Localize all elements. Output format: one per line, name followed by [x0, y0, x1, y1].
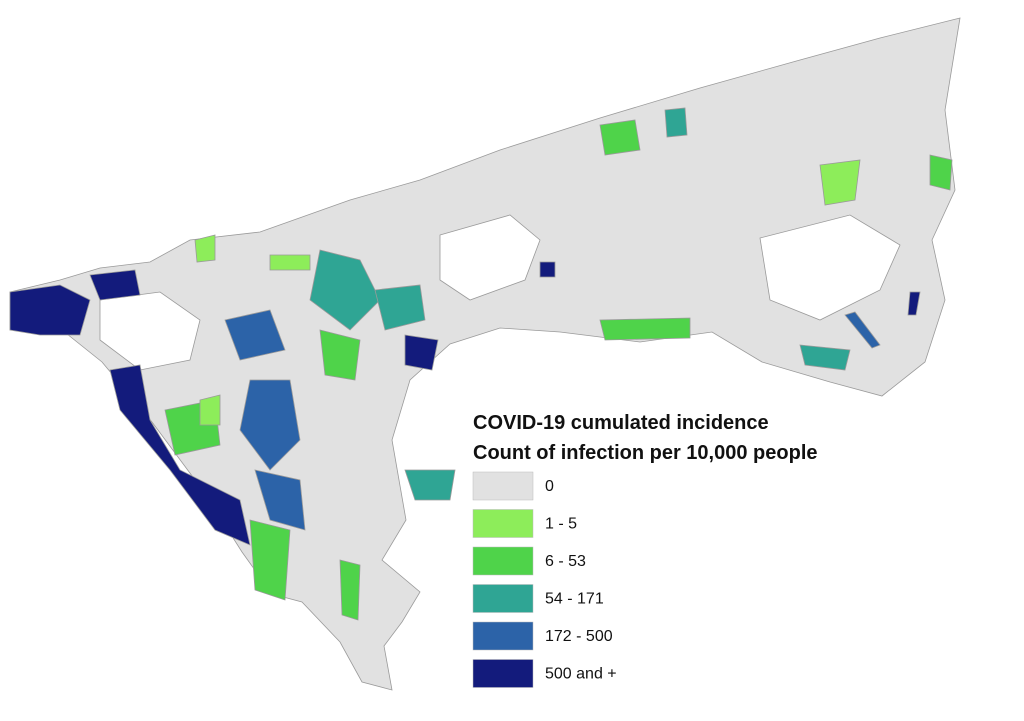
legend-label: 6 - 53	[545, 553, 586, 570]
legend-swatch	[472, 471, 534, 501]
lake	[99, 291, 201, 371]
legend-label: 54 - 171	[545, 591, 604, 608]
legend-label: 172 - 500	[545, 628, 613, 645]
legend-title: COVID-19 cumulated incidence	[473, 412, 769, 434]
lake	[759, 214, 901, 321]
map	[9, 17, 961, 691]
lake	[439, 214, 541, 301]
legend-label: 500 and +	[545, 666, 617, 683]
legend-swatch	[472, 621, 534, 651]
legend-swatch	[472, 584, 534, 613]
legend-swatch	[472, 509, 534, 538]
patches	[9, 107, 953, 621]
legend-swatch	[472, 546, 534, 576]
legend-subtitle: Count of infection per 10,000 people	[473, 442, 818, 464]
legend: COVID-19 cumulated incidence Count of in…	[472, 412, 818, 688]
legend-label: 0	[545, 478, 554, 495]
legend-swatch	[472, 659, 534, 688]
legend-label: 1 - 5	[545, 516, 577, 533]
